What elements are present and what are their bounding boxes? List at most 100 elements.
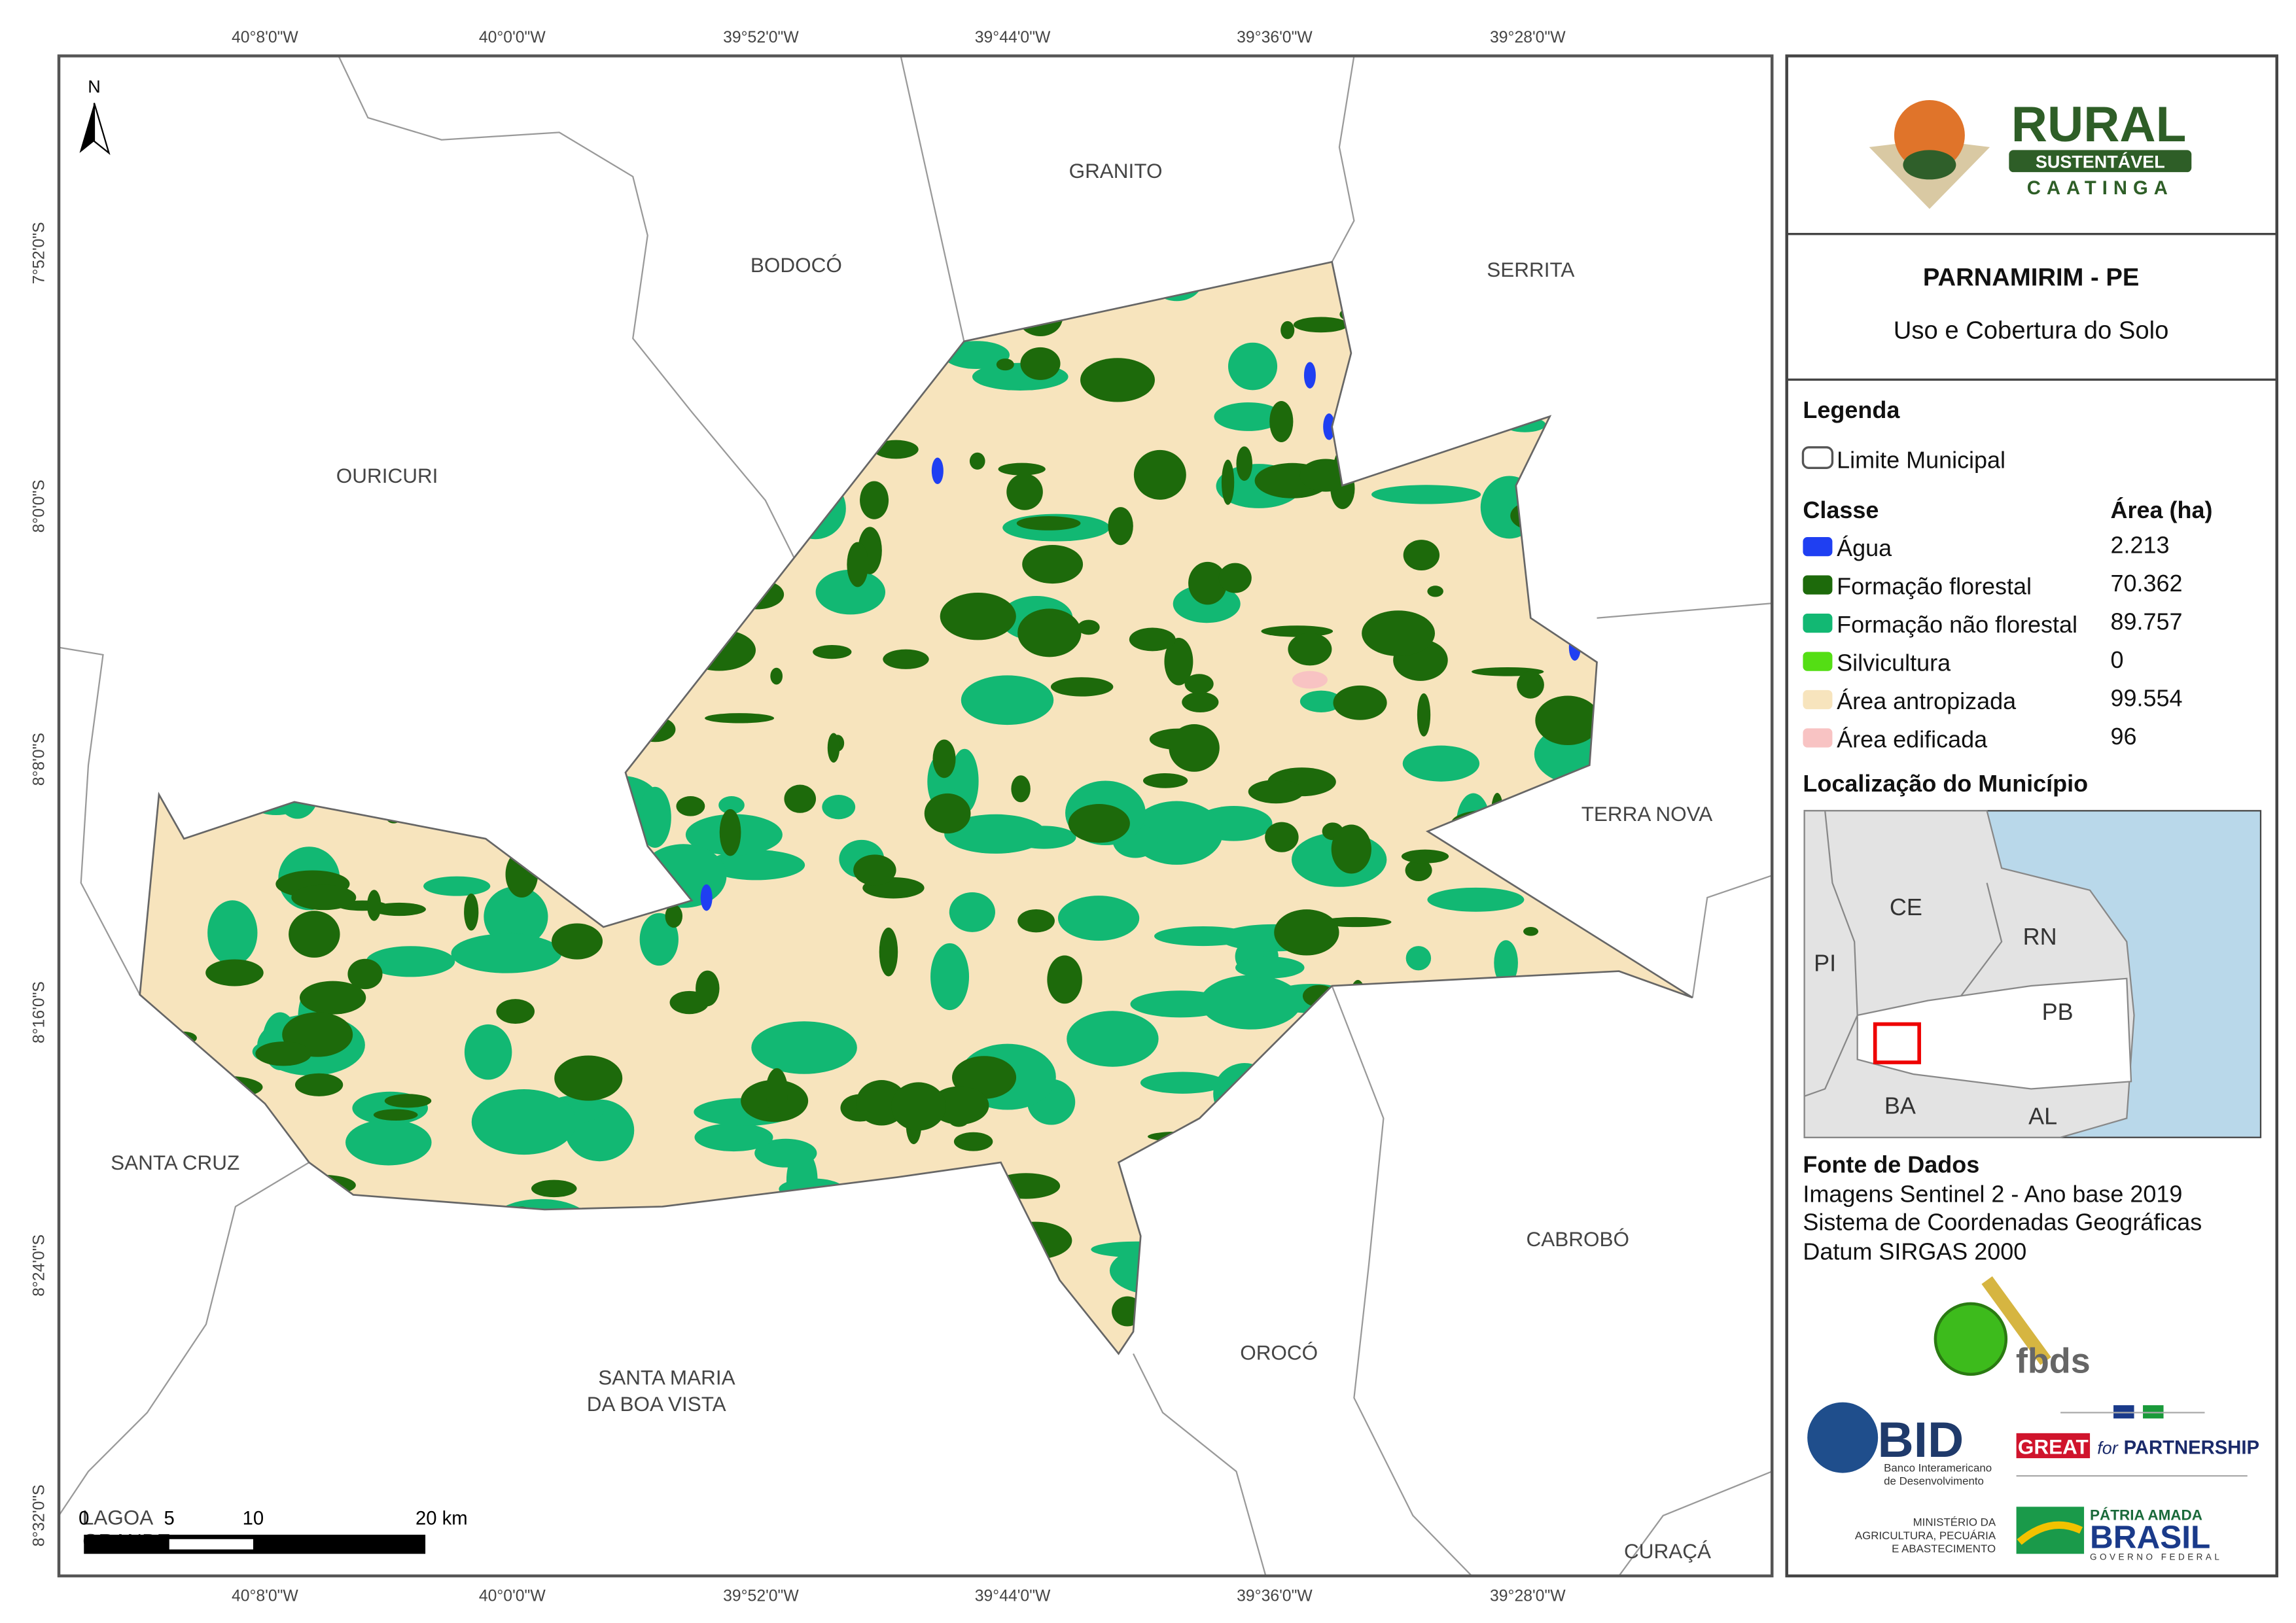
scale-bar <box>169 1539 253 1550</box>
logo-text: GREAT <box>2018 1435 2089 1458</box>
land-cover-patch <box>289 911 340 958</box>
land-cover-patch <box>1401 849 1449 864</box>
legend-area: 99.554 <box>2111 685 2183 712</box>
land-cover-patch <box>464 893 479 931</box>
land-cover-patch <box>294 1073 344 1096</box>
map-title: PARNAMIRIM - PE <box>1923 263 2140 291</box>
legend-header: Área (ha) <box>2111 497 2213 523</box>
logo-text: RURAL <box>2011 97 2187 152</box>
land-cover-patch <box>784 784 817 813</box>
logo-text: SUSTENTÁVEL <box>2036 151 2165 171</box>
legend-area: 96 <box>2111 723 2137 750</box>
land-cover-patch <box>969 452 985 470</box>
municipality-label: BODOCÓ <box>751 253 842 277</box>
land-cover-patch <box>1274 909 1339 956</box>
land-cover-patch <box>853 854 896 886</box>
bid-logo: BID Banco Interamericano de Desenvolvime… <box>1807 1402 1992 1488</box>
land-cover-patch <box>1080 358 1155 402</box>
logo-text: BRASIL <box>2090 1519 2210 1555</box>
water-body <box>700 884 713 911</box>
land-cover-patch <box>496 999 535 1024</box>
boundary <box>900 56 965 342</box>
scale-bar <box>84 1535 426 1554</box>
logo-text: E ABASTECIMENTO <box>1892 1543 1996 1555</box>
legend-swatch <box>1803 689 1833 710</box>
land-cover-patch <box>707 850 805 881</box>
boundary <box>338 56 826 773</box>
legend-area: 70.362 <box>2111 570 2183 597</box>
land-cover-patch <box>299 981 366 1015</box>
land-cover-patch <box>1427 585 1443 597</box>
land-cover-patch <box>1218 563 1252 593</box>
land-cover-patch <box>552 923 603 960</box>
legend-header: Classe <box>1803 497 1879 523</box>
land-cover-patch <box>822 795 856 820</box>
municipality-label: DA BOA VISTA <box>587 1392 726 1416</box>
land-cover-patch <box>554 1055 623 1101</box>
land-cover-patch <box>676 796 705 816</box>
logo-text: MINISTÉRIO DA <box>1913 1516 1996 1529</box>
municipality-label: OURICURI <box>336 464 438 487</box>
inset-locator <box>1873 1022 1921 1064</box>
land-cover-patch <box>347 958 383 990</box>
land-cover-patch <box>879 927 898 977</box>
north-arrow <box>93 103 111 156</box>
land-cover-patch <box>1261 625 1333 637</box>
land-cover-patch <box>372 902 426 916</box>
land-cover-patch <box>1022 545 1084 584</box>
land-cover-patch <box>1011 775 1031 803</box>
land-cover-patch <box>1016 515 1081 531</box>
inset-pernambuco <box>1856 977 2132 1090</box>
legend-label: Silvicultura <box>1837 650 1951 676</box>
north-label: N <box>88 77 101 97</box>
boundary <box>1597 602 1773 619</box>
logo-shape <box>1807 1402 1879 1473</box>
land-cover-patch <box>1405 859 1432 882</box>
legend-title: Legenda <box>1803 396 1900 423</box>
land-cover-patch <box>639 913 679 966</box>
logo-text: GOVERNO FEDERAL <box>2090 1552 2222 1562</box>
logo-text: BID <box>1878 1412 1964 1468</box>
land-cover-patch <box>998 462 1046 476</box>
land-cover-patch <box>1047 955 1082 1004</box>
legend-swatch <box>1803 613 1833 633</box>
land-cover-patch <box>860 481 889 519</box>
scale-label: 0 <box>79 1508 89 1529</box>
land-cover-patch <box>815 569 886 615</box>
logo-shape <box>2016 1433 2091 1459</box>
location-title: Localização do Município <box>1803 770 2088 797</box>
land-cover-patch <box>255 1041 312 1066</box>
boundary <box>1691 875 1773 998</box>
legend-swatch <box>1803 652 1833 671</box>
legend-area: 89.757 <box>2111 608 2183 635</box>
land-cover-patch <box>944 814 1047 854</box>
inset-border <box>1804 811 1858 1097</box>
sources-line: Imagens Sentinel 2 - Ano base 2019 <box>1803 1181 2182 1208</box>
longitude-label: 40°8'0"W <box>232 29 298 46</box>
land-cover-patch <box>996 358 1014 371</box>
municipality-label: CABROBÓ <box>1527 1227 1629 1251</box>
land-cover-patch <box>1133 449 1186 500</box>
land-cover-patch <box>953 1132 993 1151</box>
land-cover-patch <box>1169 724 1220 772</box>
map-frame <box>57 54 1774 1578</box>
land-cover-patch <box>751 1021 857 1074</box>
fbds-logo: fbds <box>1934 1276 2091 1381</box>
logo-text: CAATINGA <box>2027 178 2174 199</box>
land-cover-patch <box>471 1089 576 1155</box>
land-cover-patch <box>883 649 929 669</box>
scale-label: 10 <box>243 1508 264 1529</box>
land-cover-patch <box>1371 485 1481 504</box>
land-cover-patch <box>1182 691 1219 713</box>
land-cover-patch <box>705 713 775 724</box>
land-cover-patch <box>1288 633 1332 666</box>
land-cover-patch <box>949 892 995 932</box>
land-cover-patch <box>1006 474 1043 510</box>
land-cover-patch <box>1214 402 1283 431</box>
boundary <box>1331 56 1355 262</box>
latitude-label: 8°8'0"S <box>31 733 48 786</box>
graticule-labels: 40°8'0"W 40°8'0"W 40°0'0"W 40°0'0"W 39°52'0"… <box>31 29 1566 1605</box>
state-label: RN <box>2023 923 2057 950</box>
latitude-label: 8°16'0"S <box>31 981 48 1043</box>
